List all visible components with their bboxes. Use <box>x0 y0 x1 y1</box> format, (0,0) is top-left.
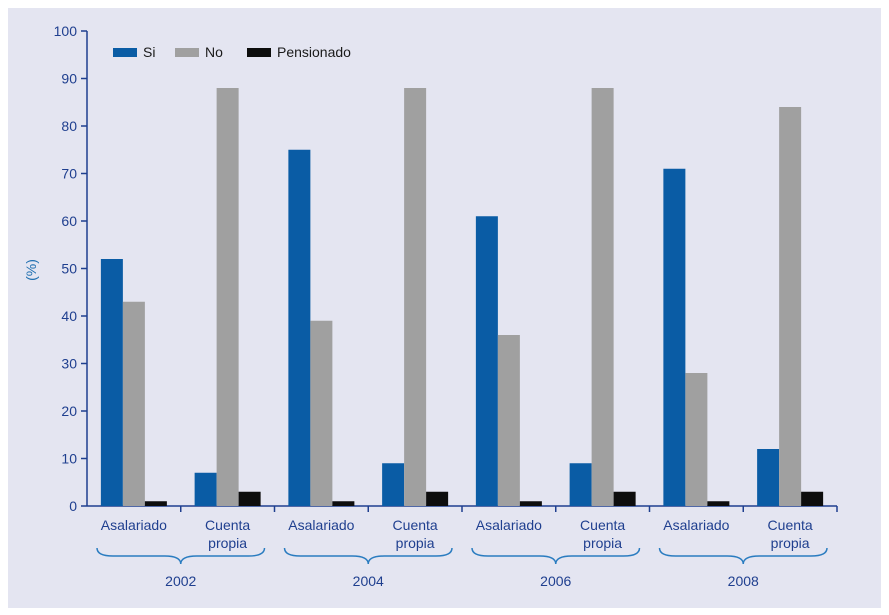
y-tick-label: 30 <box>61 356 77 372</box>
category-label: propia <box>208 535 247 551</box>
category-label: Cuenta <box>205 517 250 533</box>
bar-si-7 <box>663 168 686 506</box>
bar-si-4 <box>382 463 405 506</box>
category-label: Asalariado <box>288 517 354 533</box>
legend-label-si: Si <box>143 44 155 60</box>
group-brace <box>658 547 828 565</box>
bar-pensionado-2 <box>238 491 261 506</box>
category-label: propia <box>396 535 435 551</box>
bar-si-2 <box>194 472 217 506</box>
bar-si-1 <box>100 259 123 506</box>
y-tick-label: 50 <box>61 261 77 277</box>
legend-swatch-pensionado <box>247 48 271 57</box>
group-label-2004: 2004 <box>353 573 384 589</box>
legend-label-pensionado: Pensionado <box>277 44 351 60</box>
bar-pensionado-6 <box>613 491 636 506</box>
bar-no-3 <box>310 320 333 506</box>
y-tick-label: 60 <box>61 213 77 229</box>
group-brace <box>283 547 453 565</box>
axes <box>81 30 838 565</box>
legend-swatch-si <box>113 48 137 57</box>
labels: 0 10 20 30 40 50 60 70 80 90 100 Asalariado Cuenta pr… <box>54 23 813 589</box>
bar-si-6 <box>569 463 592 506</box>
category-label: propia <box>583 535 622 551</box>
category-label: Cuenta <box>393 517 438 533</box>
group-label-2002: 2002 <box>165 573 196 589</box>
group-brace <box>471 547 641 565</box>
group-label-2008: 2008 <box>728 573 759 589</box>
bar-no-4 <box>404 88 427 506</box>
bar-si-5 <box>475 216 498 506</box>
bar-pensionado-1 <box>144 501 167 506</box>
category-label: Asalariado <box>101 517 167 533</box>
bar-no-7 <box>685 373 708 506</box>
bar-no-2 <box>216 88 239 506</box>
category-label: Cuenta <box>580 517 625 533</box>
bar-no-5 <box>497 335 520 506</box>
y-tick-label: 70 <box>61 166 77 182</box>
bar-pensionado-3 <box>332 501 355 506</box>
bar-pensionado-8 <box>801 491 824 506</box>
bar-no-6 <box>591 88 614 506</box>
bar-chart: 0 10 20 30 40 50 60 70 80 90 100 Asalariado Cuenta pr… <box>23 23 838 589</box>
category-label: Asalariado <box>476 517 542 533</box>
category-label: propia <box>771 535 810 551</box>
legend-label-no: No <box>205 44 223 60</box>
bar-pensionado-7 <box>707 501 730 506</box>
y-tick-label: 0 <box>69 498 77 514</box>
chart-background: 0 10 20 30 40 50 60 70 80 90 100 Asalariado Cuenta pr… <box>8 8 881 608</box>
group-label-2006: 2006 <box>540 573 571 589</box>
bars <box>100 88 824 506</box>
bar-pensionado-5 <box>519 501 542 506</box>
category-label: Asalariado <box>663 517 729 533</box>
y-tick-label: 80 <box>61 118 77 134</box>
y-tick-label: 90 <box>61 71 77 87</box>
y-tick-label: 40 <box>61 308 77 324</box>
y-tick-label: 10 <box>61 451 77 467</box>
bar-si-3 <box>288 149 311 506</box>
bar-pensionado-4 <box>426 491 449 506</box>
legend-swatch-no <box>175 48 199 57</box>
bar-no-1 <box>122 301 145 506</box>
legend: Si No Pensionado <box>113 44 351 60</box>
category-label: Cuenta <box>768 517 813 533</box>
y-axis-title: (%) <box>23 259 39 281</box>
y-tick-label: 100 <box>54 23 78 39</box>
y-tick-label: 20 <box>61 403 77 419</box>
bar-no-8 <box>779 107 802 506</box>
bar-si-8 <box>757 449 780 506</box>
group-brace <box>96 547 266 565</box>
